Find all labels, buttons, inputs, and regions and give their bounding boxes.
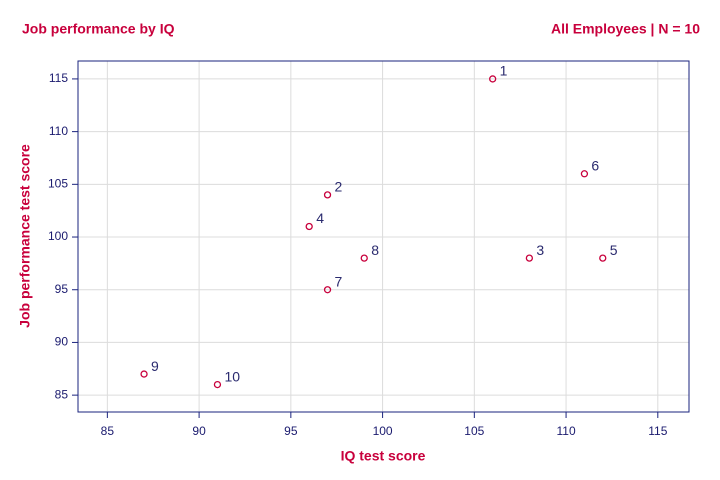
point-label: 6 — [591, 157, 599, 173]
point-label: 5 — [610, 242, 618, 258]
y-tick-label: 110 — [49, 124, 68, 138]
point — [140, 370, 148, 378]
y-tick-label: 95 — [55, 282, 69, 296]
chart-subtitle: All Employees | N = 10 — [551, 21, 700, 37]
y-tick-label: 105 — [48, 176, 68, 190]
x-tick-label: 100 — [373, 424, 393, 438]
y-tick-label: 90 — [55, 335, 69, 349]
point-label: 2 — [335, 179, 343, 195]
x-tick-label: 115 — [648, 424, 667, 438]
y-tick-label: 100 — [48, 229, 68, 243]
point-label: 4 — [316, 210, 324, 226]
chart-title: Job performance by IQ — [22, 21, 175, 37]
point — [489, 75, 497, 83]
point — [305, 222, 313, 231]
point — [323, 191, 332, 199]
y-tick-label: 115 — [49, 71, 68, 85]
point — [323, 286, 332, 294]
x-tick-label: 90 — [192, 424, 206, 438]
point-label: 10 — [224, 368, 240, 384]
x-tick-label: 95 — [284, 424, 298, 438]
point-label: 7 — [335, 273, 343, 289]
point-label: 8 — [371, 242, 379, 258]
x-tick-label: 105 — [464, 424, 484, 438]
point-label: 9 — [151, 358, 159, 374]
point — [525, 254, 534, 262]
y-axis-label: Job performance test score — [17, 144, 33, 328]
point — [599, 254, 607, 262]
point-label: 3 — [536, 242, 544, 258]
point — [360, 254, 368, 262]
plot-frame — [77, 60, 690, 413]
x-axis-label: IQ test score — [341, 448, 426, 464]
point — [580, 170, 589, 178]
x-tick-label: 110 — [556, 424, 575, 438]
x-tick-label: 85 — [101, 424, 115, 438]
point-label: 1 — [500, 63, 508, 79]
y-tick-label: 85 — [55, 387, 69, 401]
point — [213, 380, 222, 389]
